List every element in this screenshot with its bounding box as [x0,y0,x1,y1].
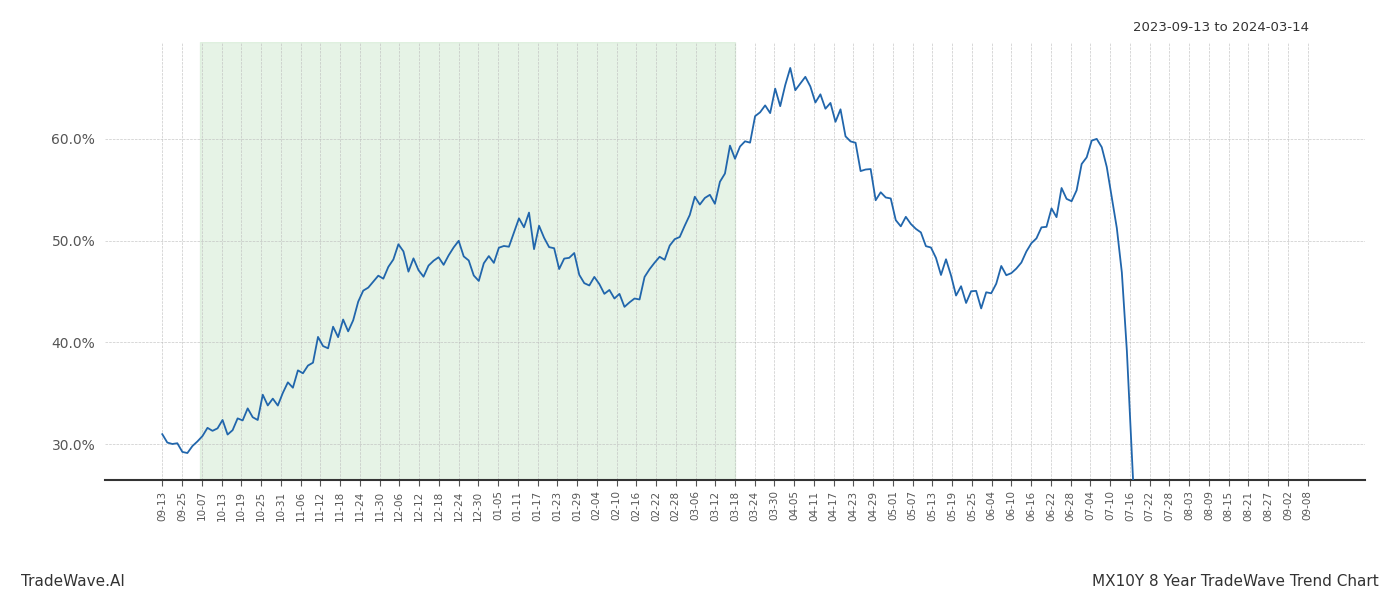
Bar [200,42,735,480]
Text: 2023-09-13 to 2024-03-14: 2023-09-13 to 2024-03-14 [1133,21,1309,34]
Text: MX10Y 8 Year TradeWave Trend Chart: MX10Y 8 Year TradeWave Trend Chart [1092,574,1379,589]
Text: TradeWave.AI: TradeWave.AI [21,574,125,589]
